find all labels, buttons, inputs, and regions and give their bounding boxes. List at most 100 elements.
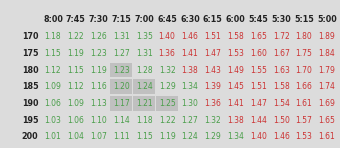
Text: 1.18: 1.18	[136, 116, 153, 125]
Text: 1.80: 1.80	[296, 32, 312, 41]
Bar	[133, 79, 155, 94]
Text: 1.10: 1.10	[90, 116, 107, 125]
Text: 1.18: 1.18	[45, 32, 61, 41]
Text: 1.65: 1.65	[319, 116, 335, 125]
Text: 1.28: 1.28	[136, 66, 153, 75]
Text: 190: 190	[22, 99, 38, 108]
Text: 1.38: 1.38	[182, 66, 198, 75]
Text: 1.19: 1.19	[159, 132, 175, 141]
Text: 1.14: 1.14	[113, 116, 130, 125]
Text: 1.12: 1.12	[45, 66, 61, 75]
Text: 1.65: 1.65	[250, 32, 267, 41]
Text: 1.13: 1.13	[90, 99, 107, 108]
Text: 1.39: 1.39	[204, 82, 221, 91]
Text: 1.84: 1.84	[319, 49, 335, 58]
Text: 1.53: 1.53	[227, 49, 244, 58]
Text: 185: 185	[22, 82, 38, 91]
Text: 5:00: 5:00	[317, 15, 337, 24]
Text: 1.15: 1.15	[136, 132, 153, 141]
Text: 1.16: 1.16	[90, 82, 107, 91]
Text: 7:00: 7:00	[134, 15, 154, 24]
Text: 1.03: 1.03	[45, 116, 62, 125]
Text: 1.35: 1.35	[136, 32, 153, 41]
Bar	[110, 63, 132, 77]
Text: 1.31: 1.31	[113, 32, 130, 41]
Text: 1.07: 1.07	[90, 132, 107, 141]
Text: 1.58: 1.58	[227, 32, 244, 41]
Text: 1.32: 1.32	[204, 116, 221, 125]
Text: 1.46: 1.46	[182, 32, 198, 41]
Text: 1.29: 1.29	[159, 82, 175, 91]
Text: 1.74: 1.74	[319, 82, 335, 91]
Text: 1.50: 1.50	[273, 116, 290, 125]
Text: 1.20: 1.20	[113, 82, 130, 91]
Bar	[133, 96, 155, 111]
Text: 1.40: 1.40	[159, 32, 175, 41]
Text: 1.51: 1.51	[204, 32, 221, 41]
Text: 1.29: 1.29	[204, 132, 221, 141]
Text: 6:30: 6:30	[180, 15, 200, 24]
Text: 1.46: 1.46	[273, 132, 290, 141]
Text: 1.27: 1.27	[182, 116, 198, 125]
Text: 1.38: 1.38	[227, 116, 244, 125]
Text: 1.66: 1.66	[295, 82, 312, 91]
Text: 6:15: 6:15	[203, 15, 223, 24]
Text: 170: 170	[22, 32, 38, 41]
Text: 1.26: 1.26	[90, 32, 107, 41]
Text: 6:00: 6:00	[226, 15, 245, 24]
Text: 1.55: 1.55	[250, 66, 267, 75]
Text: 1.31: 1.31	[136, 49, 153, 58]
Text: 1.60: 1.60	[250, 49, 267, 58]
Text: 1.15: 1.15	[67, 66, 84, 75]
Text: 175: 175	[22, 49, 38, 58]
Text: 1.61: 1.61	[296, 99, 312, 108]
Text: 1.79: 1.79	[319, 66, 335, 75]
Text: 1.24: 1.24	[136, 82, 153, 91]
Text: 1.61: 1.61	[319, 132, 335, 141]
Text: 8:00: 8:00	[43, 15, 63, 24]
Text: 1.72: 1.72	[273, 32, 290, 41]
Text: 1.44: 1.44	[250, 116, 267, 125]
Text: 1.30: 1.30	[182, 99, 198, 108]
Text: 1.06: 1.06	[67, 116, 84, 125]
Text: 1.54: 1.54	[273, 99, 290, 108]
Text: 1.19: 1.19	[90, 66, 107, 75]
Text: 7:30: 7:30	[89, 15, 108, 24]
Text: 1.09: 1.09	[45, 82, 62, 91]
Text: 1.89: 1.89	[319, 32, 335, 41]
Text: 1.17: 1.17	[113, 99, 130, 108]
Text: 1.34: 1.34	[182, 82, 198, 91]
Text: 1.32: 1.32	[159, 66, 175, 75]
Text: 5:15: 5:15	[294, 15, 314, 24]
Bar	[110, 79, 132, 94]
Text: 7:45: 7:45	[66, 15, 86, 24]
Bar	[156, 96, 178, 111]
Text: 1.01: 1.01	[45, 132, 61, 141]
Text: 1.47: 1.47	[250, 99, 267, 108]
Text: 1.43: 1.43	[204, 66, 221, 75]
Text: 200: 200	[22, 132, 38, 141]
Text: 1.23: 1.23	[113, 66, 130, 75]
Text: 180: 180	[22, 66, 38, 75]
Text: 1.22: 1.22	[67, 32, 84, 41]
Text: 1.70: 1.70	[295, 66, 312, 75]
Text: 1.69: 1.69	[319, 99, 335, 108]
Text: 1.04: 1.04	[67, 132, 84, 141]
Text: 5:45: 5:45	[249, 15, 268, 24]
Text: 1.09: 1.09	[67, 99, 84, 108]
Text: 6:45: 6:45	[157, 15, 177, 24]
Text: 1.34: 1.34	[227, 132, 244, 141]
Text: 1.22: 1.22	[159, 116, 175, 125]
Text: 1.58: 1.58	[273, 82, 290, 91]
Text: 7:15: 7:15	[112, 15, 131, 24]
Text: 1.15: 1.15	[45, 49, 61, 58]
Text: 1.57: 1.57	[295, 116, 312, 125]
Text: 1.19: 1.19	[67, 49, 84, 58]
Text: 1.40: 1.40	[250, 132, 267, 141]
Text: 1.25: 1.25	[159, 99, 175, 108]
Text: 1.24: 1.24	[182, 132, 198, 141]
Text: 1.06: 1.06	[45, 99, 62, 108]
Text: 1.49: 1.49	[227, 66, 244, 75]
Text: 1.11: 1.11	[113, 132, 130, 141]
Text: 195: 195	[22, 116, 38, 125]
